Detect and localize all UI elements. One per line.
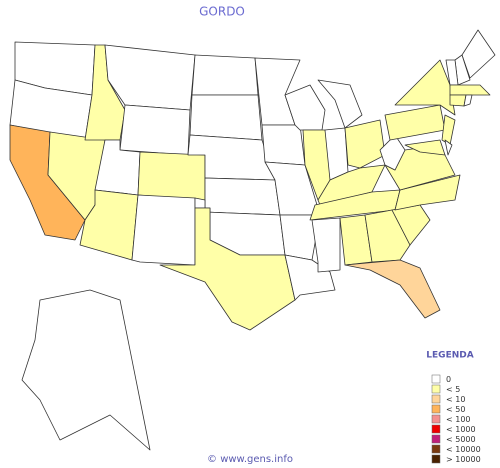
state bbox=[344, 119, 386, 169]
state bbox=[191, 54, 259, 96]
state bbox=[189, 94, 263, 141]
state bbox=[21, 289, 151, 451]
state bbox=[131, 194, 196, 266]
legend-swatch bbox=[431, 424, 441, 434]
legend-swatch bbox=[431, 394, 441, 404]
state bbox=[384, 104, 446, 141]
legend-label: < 5000 bbox=[446, 435, 476, 444]
state bbox=[119, 104, 191, 156]
legend-label: > 10000 bbox=[446, 455, 481, 464]
state bbox=[394, 174, 461, 211]
state bbox=[311, 217, 341, 273]
state bbox=[364, 209, 411, 263]
legend-swatch bbox=[431, 454, 441, 464]
legend-swatch bbox=[431, 404, 441, 414]
state bbox=[449, 84, 491, 96]
map-title: GORDO bbox=[199, 5, 245, 19]
state bbox=[441, 114, 456, 146]
legend-swatch bbox=[431, 414, 441, 424]
legend-swatch bbox=[431, 444, 441, 454]
state bbox=[404, 139, 446, 156]
legend-swatch bbox=[431, 434, 441, 444]
legend-swatch bbox=[431, 374, 441, 384]
legend-title: LEGENDA bbox=[426, 351, 473, 361]
state bbox=[461, 29, 496, 79]
state bbox=[204, 177, 281, 216]
legend-label: < 50 bbox=[446, 405, 465, 414]
legend-swatch bbox=[431, 384, 441, 394]
state bbox=[449, 94, 467, 107]
footer: © www.gens.info bbox=[207, 454, 293, 465]
state bbox=[284, 254, 336, 301]
state bbox=[463, 94, 473, 107]
state bbox=[344, 259, 441, 319]
state bbox=[444, 139, 453, 156]
legend-label: < 1000 bbox=[446, 425, 476, 434]
legend-label: < 5 bbox=[446, 385, 460, 394]
state bbox=[394, 59, 456, 116]
state bbox=[317, 79, 363, 129]
legend-label: < 100 bbox=[446, 415, 471, 424]
legend-label: < 10 bbox=[446, 395, 465, 404]
state bbox=[261, 124, 306, 166]
legend-label: 0 bbox=[446, 375, 451, 384]
state bbox=[159, 207, 296, 331]
legend-label: < 10000 bbox=[446, 445, 481, 454]
state bbox=[137, 151, 206, 201]
